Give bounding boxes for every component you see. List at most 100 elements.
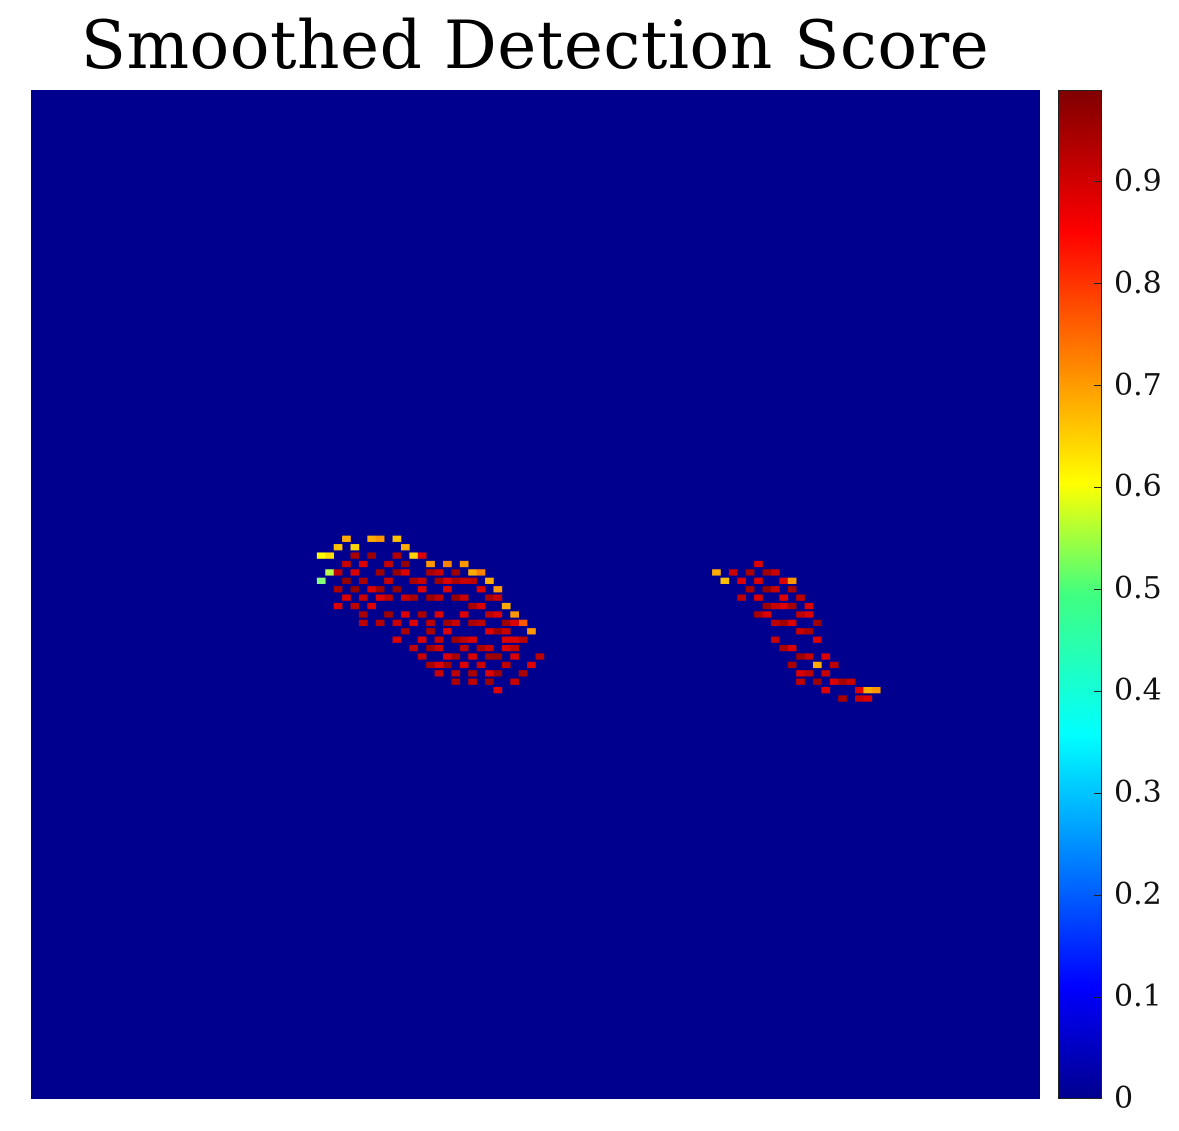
heatmap-cell — [358, 594, 368, 601]
heatmap-cell — [779, 594, 789, 601]
colorbar-tick-label: 0.5 — [1114, 571, 1162, 607]
heatmap-cell — [400, 544, 410, 551]
heatmap-cell — [392, 535, 402, 542]
heatmap-cell — [821, 653, 831, 660]
heatmap-cell — [812, 678, 822, 685]
heatmap-cell — [358, 560, 368, 568]
heatmap-cell — [493, 586, 503, 593]
heatmap-cell — [485, 644, 494, 652]
heatmap-cell — [325, 569, 334, 576]
heatmap-cell — [476, 569, 486, 576]
heatmap-cell — [527, 661, 536, 669]
heatmap-cell — [518, 619, 528, 627]
heatmap-cell — [350, 544, 360, 551]
heatmap-cell — [434, 636, 444, 643]
heatmap-cell — [510, 636, 519, 643]
heatmap-cell — [333, 586, 343, 593]
heatmap-cell — [342, 577, 351, 584]
heatmap-cell — [384, 594, 393, 601]
heatmap-cell — [493, 686, 503, 694]
heatmap-cell — [434, 644, 444, 652]
heatmap-cell — [712, 569, 721, 576]
heatmap-cell — [350, 552, 360, 559]
heatmap-cell — [451, 577, 461, 584]
heatmap-cell — [510, 644, 519, 652]
heatmap-cell — [367, 586, 377, 593]
chart-title: Smoothed Detection Score — [80, 7, 990, 84]
heatmap-cell — [434, 670, 444, 677]
heatmap-cell — [855, 686, 864, 694]
heatmap-cell — [400, 560, 410, 568]
heatmap-cell — [451, 636, 461, 643]
heatmap-cell — [787, 661, 797, 669]
heatmap-cell — [501, 628, 511, 635]
heatmap-cell — [779, 644, 789, 652]
heatmap-cell — [493, 670, 503, 677]
heatmap-cell — [409, 552, 419, 559]
heatmap-cell — [392, 586, 402, 593]
heatmap-cell — [426, 661, 435, 669]
heatmap-cell — [501, 602, 511, 610]
heatmap-cell — [787, 644, 797, 652]
heatmap-cell — [375, 619, 385, 627]
heatmap-cell — [754, 594, 763, 601]
heatmap-cell — [468, 678, 477, 685]
heatmap-cell — [375, 594, 385, 601]
heatmap-cell — [493, 653, 503, 660]
heatmap-cell — [316, 577, 326, 584]
heatmap-cell — [417, 577, 427, 584]
heatmap-cell — [770, 602, 780, 610]
heatmap-cell — [493, 628, 503, 635]
heatmap-cell — [409, 644, 419, 652]
heatmap-cell — [787, 602, 797, 610]
heatmap-cell — [367, 602, 377, 610]
heatmap-cell — [459, 661, 469, 669]
heatmap-cell — [535, 653, 545, 660]
heatmap-cell — [384, 577, 393, 584]
heatmap-cell — [501, 661, 511, 669]
heatmap-cell — [863, 686, 873, 694]
heatmap-cell — [325, 552, 334, 559]
heatmap-cell — [342, 535, 351, 542]
heatmap-cell — [821, 670, 831, 677]
heatmap-cell — [342, 594, 351, 601]
heatmap-cell — [451, 670, 461, 677]
heatmap-cell — [426, 644, 435, 652]
heatmap-plot — [31, 90, 1040, 1099]
heatmap-cell — [451, 619, 461, 627]
heatmap-cell — [375, 569, 385, 576]
heatmap-cell — [392, 636, 402, 643]
heatmap-cell — [804, 628, 814, 635]
heatmap-cell — [485, 628, 494, 635]
heatmap-cell — [459, 636, 469, 643]
heatmap-cell — [485, 678, 494, 685]
heatmap-cell — [375, 586, 385, 593]
heatmap-cell — [468, 569, 477, 576]
heatmap-cell — [443, 586, 452, 593]
heatmap-cell — [451, 569, 461, 576]
heatmap-cell — [485, 577, 494, 584]
heatmap-cell — [468, 636, 477, 643]
heatmap-cell — [762, 569, 772, 576]
heatmap-cell — [770, 636, 780, 643]
heatmap-cell — [779, 602, 789, 610]
heatmap-cell — [451, 653, 461, 660]
heatmap-cell — [392, 552, 402, 559]
heatmap-cell — [493, 611, 503, 618]
heatmap-cell — [333, 544, 343, 551]
heatmap-cell — [468, 670, 477, 677]
heatmap-cell — [409, 619, 419, 627]
heatmap-cell — [426, 594, 435, 601]
heatmap-cell — [350, 569, 360, 576]
heatmap-cell — [434, 569, 444, 576]
heatmap-cell — [737, 577, 747, 584]
heatmap-cell — [417, 611, 427, 618]
heatmap-cell — [468, 619, 477, 627]
colorbar-tick-label: 0.7 — [1114, 367, 1162, 403]
heatmap-cell — [829, 678, 839, 685]
heatmap-cell — [762, 602, 772, 610]
heatmap-cell — [358, 577, 368, 584]
heatmap-cell — [426, 560, 435, 568]
heatmap-cell — [459, 577, 469, 584]
heatmap-cell — [476, 586, 486, 593]
